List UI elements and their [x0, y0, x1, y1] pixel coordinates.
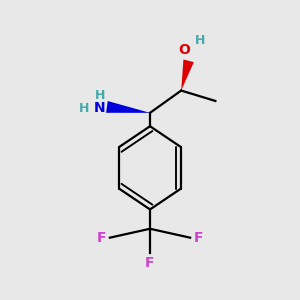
- Text: H: H: [195, 34, 205, 46]
- Text: F: F: [97, 231, 106, 245]
- Text: O: O: [178, 43, 190, 57]
- Text: F: F: [194, 231, 203, 245]
- Polygon shape: [106, 101, 150, 113]
- Polygon shape: [181, 59, 194, 91]
- Text: F: F: [145, 256, 155, 269]
- Text: N: N: [94, 101, 105, 116]
- Text: H: H: [79, 102, 90, 115]
- Text: H: H: [95, 88, 105, 101]
